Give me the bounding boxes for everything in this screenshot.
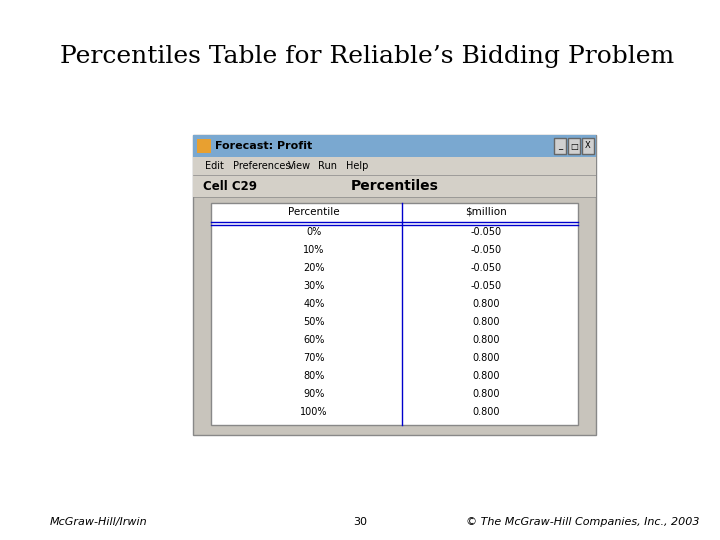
Bar [568, 138, 580, 154]
Text: 0%: 0% [306, 227, 321, 237]
Bar [211, 203, 578, 425]
Text: 10%: 10% [303, 245, 325, 255]
Text: 40%: 40% [303, 299, 325, 309]
Text: 0.800: 0.800 [472, 353, 500, 363]
Text: 30: 30 [353, 517, 367, 527]
Text: 50%: 50% [303, 317, 325, 327]
Text: Percentile: Percentile [288, 207, 340, 217]
Text: -0.050: -0.050 [471, 263, 502, 273]
Text: □: □ [570, 141, 578, 151]
Text: 100%: 100% [300, 407, 328, 417]
Text: Preferences: Preferences [233, 161, 290, 171]
Text: Cell C29: Cell C29 [203, 179, 257, 192]
Text: 20%: 20% [303, 263, 325, 273]
Text: -0.050: -0.050 [471, 227, 502, 237]
Bar [582, 138, 594, 154]
Text: 80%: 80% [303, 371, 325, 381]
Text: _: _ [558, 141, 562, 151]
Text: Run: Run [318, 161, 337, 171]
Text: © The McGraw-Hill Companies, Inc., 2003: © The McGraw-Hill Companies, Inc., 2003 [467, 517, 700, 527]
Text: 70%: 70% [303, 353, 325, 363]
Text: -0.050: -0.050 [471, 281, 502, 291]
Text: 0.800: 0.800 [472, 317, 500, 327]
Text: Edit: Edit [205, 161, 224, 171]
Text: McGraw-Hill/Irwin: McGraw-Hill/Irwin [50, 517, 148, 527]
Text: 0.800: 0.800 [472, 299, 500, 309]
Text: Percentiles Table for Reliable’s Bidding Problem: Percentiles Table for Reliable’s Bidding… [60, 45, 674, 68]
Bar [193, 135, 596, 435]
Text: View: View [288, 161, 311, 171]
Text: -0.050: -0.050 [471, 245, 502, 255]
Text: 30%: 30% [303, 281, 325, 291]
Bar [554, 138, 566, 154]
Text: 90%: 90% [303, 389, 325, 399]
Text: 0.800: 0.800 [472, 407, 500, 417]
Text: 0.800: 0.800 [472, 335, 500, 345]
Bar [193, 157, 596, 175]
Bar [197, 139, 211, 153]
Text: X: X [585, 141, 591, 151]
Text: Forecast: Profit: Forecast: Profit [215, 141, 312, 151]
Text: 60%: 60% [303, 335, 325, 345]
Text: 0.800: 0.800 [472, 389, 500, 399]
Text: Help: Help [346, 161, 369, 171]
Bar [193, 175, 596, 197]
Bar [193, 135, 596, 157]
Text: Percentiles: Percentiles [351, 179, 438, 193]
Text: $million: $million [465, 207, 507, 217]
Text: 0.800: 0.800 [472, 371, 500, 381]
